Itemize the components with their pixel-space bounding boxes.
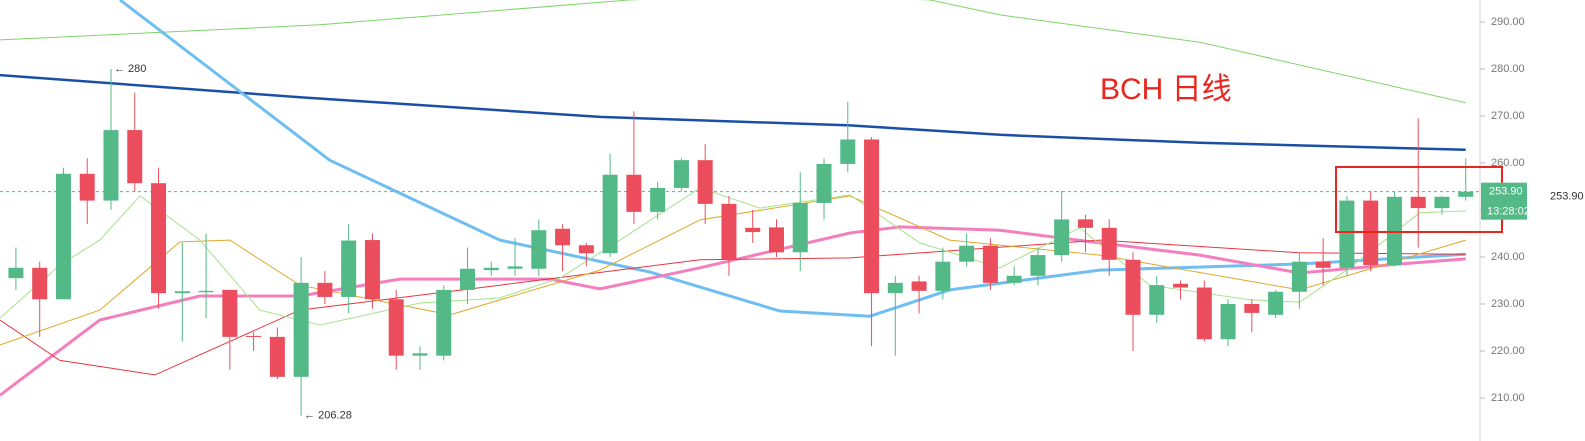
candle-body — [388, 299, 404, 356]
candle-body — [673, 160, 689, 188]
y-tick-label: 280.00 — [1491, 63, 1525, 75]
annotation: ← 206.28 — [304, 409, 352, 421]
candle-body — [483, 267, 499, 271]
candle-body — [1386, 196, 1402, 265]
candle-body — [1244, 303, 1260, 313]
candle-body — [887, 282, 903, 294]
candle-body — [246, 335, 262, 337]
candle-body — [1220, 303, 1236, 340]
candle-body — [531, 230, 547, 269]
candle-body — [1458, 191, 1474, 197]
candle-body — [1291, 261, 1307, 292]
candle-body — [1268, 291, 1284, 315]
y-tick-label: 230.00 — [1491, 298, 1525, 310]
candle-body — [412, 353, 428, 356]
y-tick-label: 210.00 — [1491, 392, 1525, 404]
candle-body — [864, 139, 880, 294]
moving-average-line — [0, 195, 1466, 346]
candle-body — [1125, 259, 1141, 315]
candle-body — [8, 267, 24, 279]
candle-body — [1006, 275, 1022, 283]
candle-body — [1149, 285, 1165, 315]
candle-body — [127, 130, 143, 184]
moving-average-line — [119, 0, 1466, 318]
candle-body — [697, 160, 713, 204]
moving-average-line — [0, 0, 1466, 104]
candle-body — [1054, 219, 1070, 256]
candle-body — [982, 245, 998, 283]
candle-body — [745, 227, 761, 233]
candle-body — [959, 245, 975, 262]
countdown: 13:28:02 — [1487, 206, 1530, 218]
candle-body — [816, 163, 832, 203]
candle-body — [79, 173, 95, 201]
candle-body — [1434, 196, 1450, 209]
candle-body — [1315, 261, 1331, 268]
candle-body — [721, 203, 737, 260]
y-tick-label: 220.00 — [1491, 345, 1525, 357]
candle-body — [555, 228, 571, 246]
candle-body — [1030, 255, 1046, 276]
candle-body — [578, 245, 594, 254]
candle-body — [32, 267, 48, 300]
candle-body — [222, 289, 238, 337]
y-tick-label: 290.00 — [1491, 16, 1525, 28]
candle-body — [174, 291, 190, 294]
candle-body — [293, 282, 309, 377]
candle-body — [436, 289, 452, 356]
candle-body — [1339, 200, 1355, 268]
candle-body — [840, 139, 856, 164]
candle-body — [1101, 227, 1117, 260]
price-tag-bg — [1481, 182, 1527, 220]
candle-body — [1196, 287, 1212, 340]
candle-body — [198, 290, 214, 293]
plot-area: ← 280 ← 206.28 — [0, 0, 1480, 421]
candle-body — [602, 174, 618, 254]
moving-average-line — [0, 239, 1466, 376]
candle-body — [650, 187, 666, 212]
y-tick-label: 240.00 — [1491, 251, 1525, 263]
candle-body — [269, 336, 285, 377]
edge-price-label: 253.90 — [1550, 191, 1584, 203]
candle-body — [364, 240, 380, 300]
moving-average-line — [0, 73, 1466, 152]
y-tick-label: 270.00 — [1491, 110, 1525, 122]
candle-body — [1173, 283, 1189, 288]
candle-body — [1077, 219, 1093, 228]
candle-body — [792, 202, 808, 253]
y-tick-label: 260.00 — [1491, 157, 1525, 169]
candle-body — [151, 183, 167, 294]
candle-body — [460, 268, 476, 290]
candle-body — [935, 261, 951, 291]
candle-body — [1410, 196, 1426, 209]
candle-body — [103, 130, 119, 201]
candle-body — [911, 281, 927, 291]
candle-body — [55, 173, 71, 300]
candle-body — [341, 240, 357, 297]
chart-title: BCH 日线 — [1100, 73, 1232, 106]
candle-body — [626, 174, 642, 212]
candle-body — [768, 227, 784, 253]
candle-body — [317, 282, 333, 297]
candle-body — [507, 266, 523, 269]
annotation: ← 280 — [114, 63, 146, 75]
price-tag: 253.90 — [1489, 186, 1523, 198]
